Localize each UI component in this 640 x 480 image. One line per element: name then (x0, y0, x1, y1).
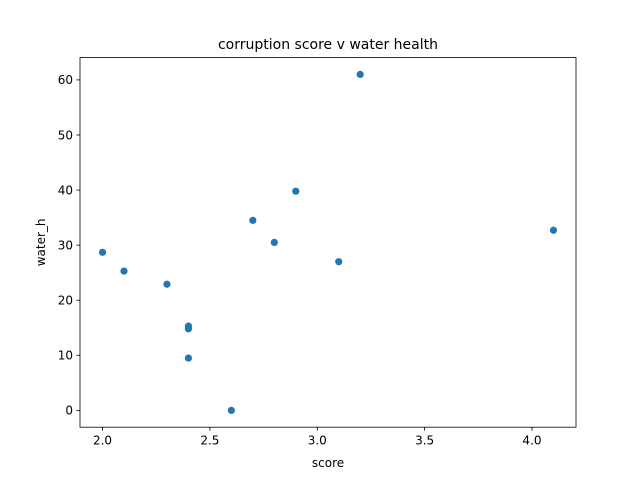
y-tick-label: 0 (65, 404, 73, 418)
scatter-point (227, 406, 235, 414)
y-axis-label: water_h (34, 219, 48, 267)
scatter-point (98, 248, 107, 256)
scatter-point (335, 258, 343, 266)
x-tick-label: 4.0 (522, 434, 541, 448)
x-tick-label: 2.0 (93, 434, 112, 448)
x-tick-label: 3.5 (415, 434, 434, 448)
scatter-point (270, 238, 278, 246)
scatter-point (249, 216, 257, 224)
plot-area (98, 70, 558, 414)
axes-frame (79, 57, 577, 428)
x-tick-label: 2.5 (200, 434, 219, 448)
scatter-point (184, 325, 193, 333)
y-tick-label: 50 (58, 128, 73, 142)
x-axis: 2.0 2.5 3.0 3.5 4.0 (93, 427, 542, 448)
scatter-point (549, 226, 558, 234)
x-tick-label: 3.0 (308, 434, 327, 448)
chart-title: corruption score v water health (218, 37, 438, 53)
y-tick-label: 40 (58, 183, 73, 197)
y-tick-label: 60 (58, 73, 73, 87)
scatter-point (184, 354, 193, 362)
scatter-point (163, 280, 171, 288)
scatter-point (356, 70, 364, 78)
y-axis: 0 10 20 30 40 50 60 (58, 73, 80, 418)
scatter-point (120, 267, 128, 275)
y-tick-label: 10 (58, 349, 73, 363)
x-axis-label: score (312, 456, 344, 470)
y-tick-label: 30 (58, 238, 73, 252)
scatter-point (292, 187, 300, 195)
y-tick-label: 20 (58, 294, 73, 308)
